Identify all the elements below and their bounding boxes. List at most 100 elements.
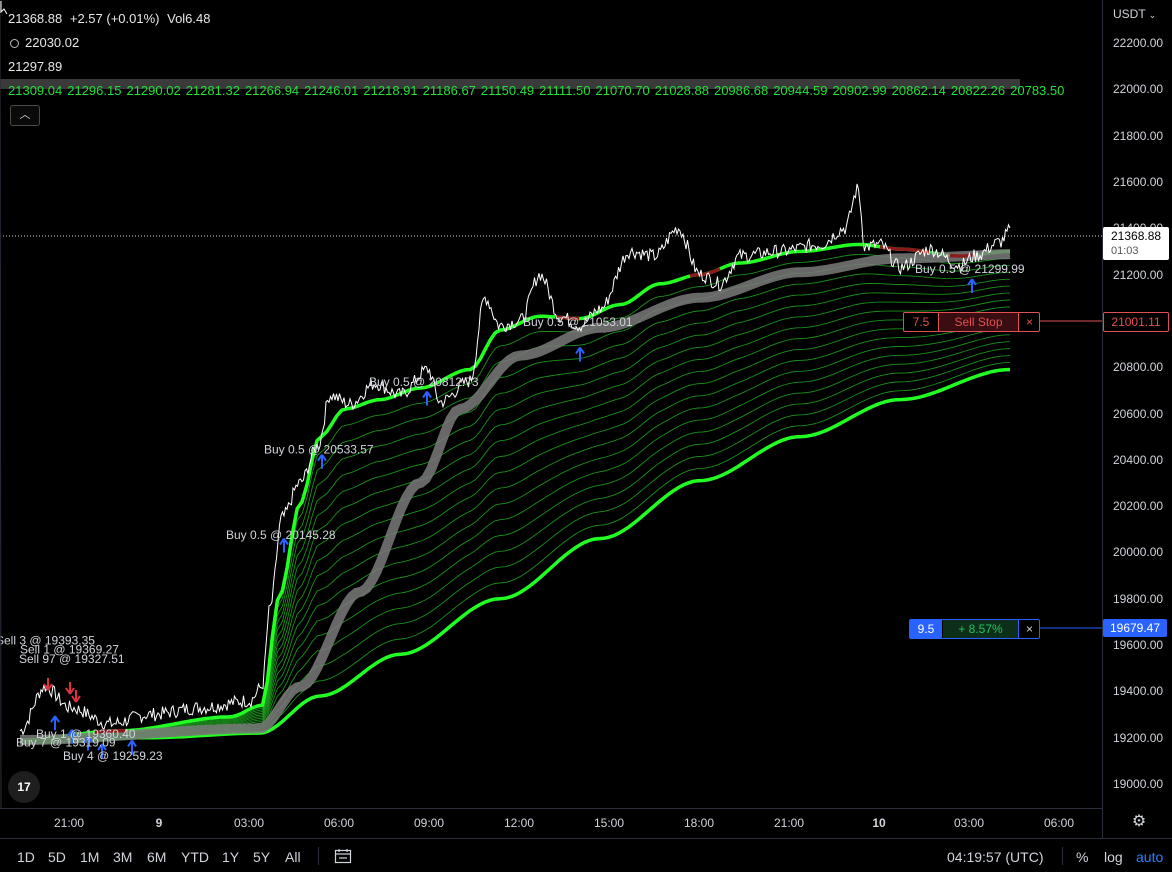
time-tick: 18:00 <box>683 816 715 830</box>
position-line[interactable]: 9.5 + 8.57% × <box>909 619 1040 639</box>
legend-main: 21368.88 +2.57 (+0.01%) Vol6.48 <box>8 11 214 26</box>
collapse-legend-button[interactable]: ︿ <box>10 105 40 126</box>
legend-indicator-1-value: 22030.02 <box>25 35 80 50</box>
bottom-toolbar: 1D 5D 1M 3M 6M YTD 1Y 5Y All 04:19:57 (UTC) % lo… <box>0 838 1172 872</box>
trade-label: Buy 0.5 @ 20812.73 <box>369 375 479 389</box>
clock-timezone[interactable]: 04:19:57 (UTC) <box>947 849 1044 865</box>
ema-ribbon <box>19 242 1011 745</box>
gear-icon[interactable]: ⚙ <box>1131 813 1147 830</box>
time-tick: 21:00 <box>773 816 805 830</box>
range-button-1y[interactable]: 1Y <box>222 849 240 865</box>
trade-labels: Buy 0.5 @ 21299.99 Buy 0.5 @ 21053.01 Buy … <box>0 262 1025 763</box>
ema-value: 21186.67 <box>422 83 476 98</box>
price-tick: 19600.00 <box>1113 638 1164 653</box>
legend-volume: Vol6.48 <box>167 11 211 26</box>
gray-average-line <box>20 249 1011 745</box>
buy-arrow-icon[interactable] <box>317 454 327 469</box>
sell-stop-price-label: 21001.11 <box>1103 312 1169 332</box>
trade-label: Buy 1 @ 19360.40 <box>36 727 136 741</box>
range-button-ytd[interactable]: YTD <box>181 849 209 865</box>
range-button-1m[interactable]: 1M <box>80 849 100 865</box>
price-axis[interactable]: 22200.0022000.0021800.0021600.0021400.00… <box>1102 0 1172 838</box>
last-price-value: 21368.88 <box>1111 229 1162 243</box>
sell-arrow-icon[interactable] <box>65 682 75 695</box>
trade-label: Buy 0.5 @ 20145.28 <box>226 528 336 542</box>
time-tick: 10 <box>872 816 886 830</box>
last-price-label: 21368.88 01:03 <box>1103 227 1169 260</box>
auto-scale-button[interactable]: auto <box>1136 849 1164 865</box>
ema-value: 20783.50 <box>1010 83 1065 98</box>
buy-arrow-icon[interactable] <box>575 346 585 362</box>
sell-arrow-icon[interactable] <box>71 690 81 703</box>
range-button-5d[interactable]: 5D <box>48 849 66 865</box>
price-tick: 22000.00 <box>1113 82 1164 97</box>
time-tick: 06:00 <box>323 816 355 830</box>
sell-stop-order[interactable]: 7.5 Sell Stop × <box>903 312 1040 332</box>
ema-value: 21296.15 <box>67 83 122 98</box>
buy-arrow-icon[interactable] <box>422 391 432 406</box>
sell-stop-close-button[interactable]: × <box>1018 313 1040 331</box>
percent-scale-button[interactable]: % <box>1076 849 1089 865</box>
range-button-3m[interactable]: 3M <box>113 849 133 865</box>
time-tick: 03:00 <box>233 816 265 830</box>
currency-selector[interactable]: USDT ⌄ <box>1113 7 1156 21</box>
buy-arrow-icon[interactable] <box>279 537 289 553</box>
cursor-icon <box>0 1 8 15</box>
sell-stop-qty[interactable]: 7.5 <box>904 313 939 331</box>
ema-line <box>20 327 1011 742</box>
time-tick: 9 <box>155 816 163 830</box>
range-button-5y[interactable]: 5Y <box>253 849 271 865</box>
price-tick: 19200.00 <box>1113 730 1164 745</box>
ema-value: 20822.26 <box>950 83 1006 98</box>
ema-line <box>19 263 1011 741</box>
legend-indicator-1[interactable]: 22030.02 <box>8 35 79 50</box>
price-tick: 21600.00 <box>1113 174 1164 189</box>
ema-line <box>19 242 1011 742</box>
sell-arrow-icon[interactable] <box>43 678 53 691</box>
range-button-6m[interactable]: 6M <box>147 849 167 865</box>
ema-values-strip: 21309.04 21296.15 21290.02 21281.32 21266.94… <box>8 83 1069 98</box>
time-tick: 12:00 <box>503 816 535 830</box>
buy-arrow-icon[interactable] <box>967 278 977 294</box>
range-button-1d[interactable]: 1D <box>17 849 35 865</box>
buy-arrow-icon[interactable] <box>83 735 93 751</box>
ema-strip-background <box>0 79 1020 89</box>
price-tick: 20000.00 <box>1113 545 1164 560</box>
buy-arrow-icon[interactable] <box>127 739 137 755</box>
calendar-range-icon[interactable] <box>334 848 352 864</box>
price-tick: 20800.00 <box>1113 360 1164 375</box>
position-pnl: + 8.57% <box>943 620 1018 638</box>
ema-line <box>20 334 1011 743</box>
buy-arrow-icon[interactable] <box>50 715 60 731</box>
position-close-button[interactable]: × <box>1018 620 1040 638</box>
ema-line <box>20 271 1011 741</box>
buy-arrow-icon[interactable] <box>97 743 107 759</box>
ema-value: 21070.70 <box>595 83 650 98</box>
tradingview-logo[interactable]: 17 <box>8 771 40 803</box>
trade-label: Buy 0.5 @ 21299.99 <box>915 262 1025 276</box>
time-tick: 21:00 <box>53 816 85 830</box>
sell-stop-label[interactable]: Sell Stop <box>939 313 1018 331</box>
legend-indicator-2[interactable]: 21297.89 <box>8 59 62 74</box>
range-button-all[interactable]: All <box>285 849 301 865</box>
log-scale-button[interactable]: log <box>1104 849 1123 865</box>
visibility-circle-icon[interactable] <box>10 39 19 49</box>
ema-value: 21281.32 <box>185 83 240 98</box>
bar-countdown: 01:03 <box>1111 245 1139 257</box>
price-tick: 20600.00 <box>1113 406 1164 421</box>
trade-label: Buy 0.5 @ 21053.01 <box>523 315 633 329</box>
trade-markers <box>43 278 977 759</box>
ema-bearish-segment <box>94 728 125 734</box>
ema-line <box>20 313 1011 742</box>
ema-line <box>19 320 1011 742</box>
ema-line <box>20 367 1011 745</box>
ema-value: 20986.68 <box>713 83 769 98</box>
buy-arrow-icon[interactable] <box>67 729 77 744</box>
ema-value: 21246.01 <box>304 83 359 98</box>
ema-line <box>20 362 1011 743</box>
price-tick: 19800.00 <box>1113 591 1164 606</box>
time-axis[interactable]: 21:00 9 03:00 06:00 09:00 12:00 15:00 18:00 21:0… <box>0 808 1102 839</box>
position-qty[interactable]: 9.5 <box>910 620 942 638</box>
